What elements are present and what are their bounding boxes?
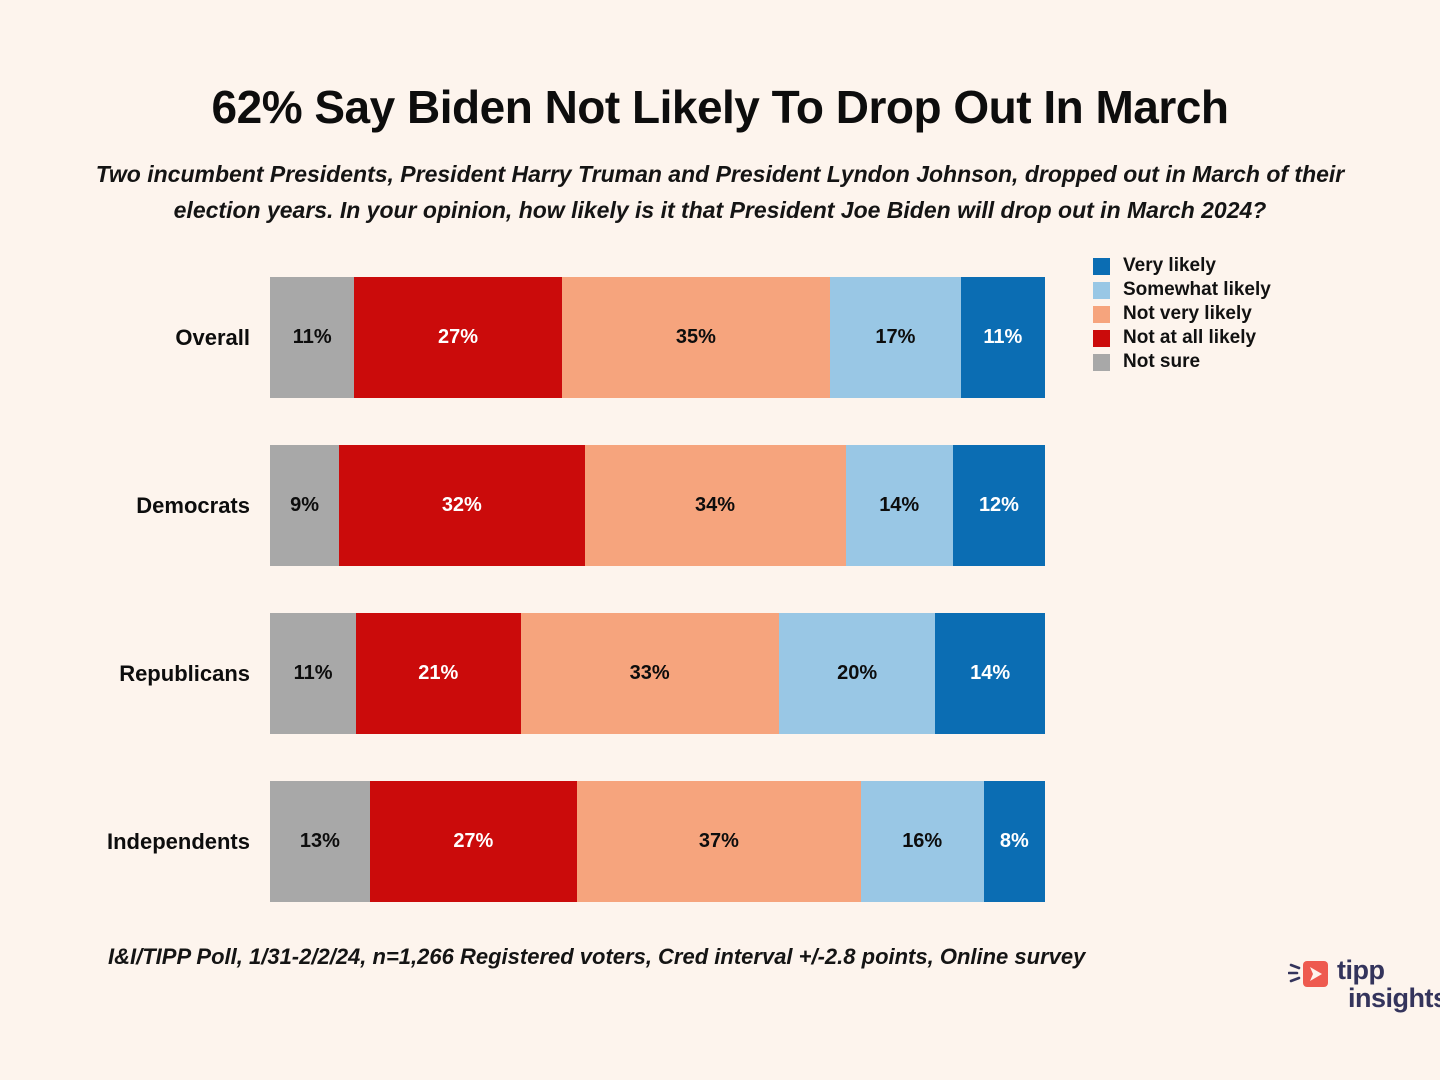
segment-value: 20% [837, 662, 878, 684]
segment-value: 27% [453, 830, 494, 852]
row-label: Independents [106, 828, 250, 854]
bar-segment: 8% [983, 781, 1045, 902]
bar-segment: 9% [270, 445, 340, 566]
chart-row: Democrats 9% 32% 34% 14% 12% [80, 445, 1045, 566]
bar-segment: 12% [952, 445, 1045, 566]
segment-value: 11% [292, 326, 332, 348]
bar-segment: 16% [860, 781, 984, 902]
bar-segment: 32% [339, 445, 585, 566]
bar-segment: 21% [356, 613, 521, 734]
segment-value: 14% [970, 662, 1011, 684]
chart-row: Republicans 11% 21% 33% 20% 14% [80, 613, 1045, 734]
segment-value: 9% [290, 494, 319, 516]
segment-value: 13% [299, 830, 340, 852]
legend-label: Somewhat likely [1123, 279, 1271, 300]
segment-value: 17% [875, 326, 916, 348]
bar-segment: 27% [369, 781, 577, 902]
segment-value: 11% [983, 326, 1023, 348]
legend-item: Not sure [1093, 350, 1271, 374]
legend-swatch-icon [1093, 257, 1110, 275]
stacked-bar: 11% 21% 33% 20% 14% [270, 613, 1045, 734]
chart-row: Overall 11% 27% 35% 17% 11% [80, 277, 1045, 398]
row-label: Republicans [119, 660, 250, 686]
legend-swatch-icon [1093, 353, 1110, 371]
segment-value: 8% [999, 830, 1029, 852]
segment-value: 34% [695, 494, 736, 516]
segment-value: 12% [978, 494, 1019, 516]
legend-item: Not very likely [1093, 302, 1271, 326]
legend-label: Not at all likely [1123, 327, 1257, 348]
legend-label: Not sure [1123, 351, 1201, 372]
segment-value: 11% [293, 662, 333, 684]
row-label: Democrats [136, 492, 250, 518]
bar-segment: 33% [520, 613, 779, 734]
stacked-bar: 11% 27% 35% 17% 11% [270, 277, 1045, 398]
stacked-bar: 13% 27% 37% 16% 8% [270, 781, 1045, 902]
segment-value: 27% [437, 326, 478, 348]
legend-swatch-icon [1093, 329, 1110, 347]
bar-segment: 37% [576, 781, 861, 902]
bar-segment: 34% [584, 445, 846, 566]
segment-value: 33% [629, 662, 670, 684]
logo-line2: insights [1348, 983, 1440, 1013]
poll-question-subtitle: Two incumbent Presidents, President Harr… [95, 161, 1345, 223]
legend-item: Not at all likely [1093, 326, 1271, 350]
legend-label: Very likely [1123, 255, 1216, 276]
legend-swatch-icon [1093, 281, 1110, 299]
legend-item: Very likely [1093, 254, 1271, 278]
bar-segment: 11% [960, 277, 1045, 398]
bar-segment: 17% [830, 277, 961, 398]
segment-value: 14% [879, 494, 920, 516]
bar-segment: 35% [561, 277, 831, 398]
logo-wordmark: tipp insights [1337, 956, 1440, 1012]
stacked-bar: 9% 32% 34% 14% 12% [270, 445, 1045, 566]
bar-segment: 27% [354, 277, 562, 398]
bar-segment: 11% [270, 613, 357, 734]
stacked-bar-chart: Overall 11% 27% 35% 17% 11% Democrats 9% 32% 34% 1… [80, 277, 1045, 949]
chart-legend: Very likely Somewhat likely Not very likel… [1093, 254, 1271, 374]
tipp-insights-logo: tipp insights [1287, 956, 1440, 1012]
tipp-arrow-icon [1287, 958, 1334, 997]
bar-segment: 20% [778, 613, 936, 734]
chart-row: Independents 13% 27% 37% 16% 8% [80, 781, 1045, 902]
logo-line1: tipp [1337, 955, 1385, 985]
bar-segment: 13% [270, 781, 370, 902]
bar-segment: 14% [845, 445, 953, 566]
segment-value: 32% [441, 494, 482, 516]
segment-value: 21% [418, 662, 459, 684]
bar-segment: 11% [270, 277, 355, 398]
bar-segment: 14% [935, 613, 1045, 734]
source-note: I&I/TIPP Poll, 1/31-2/2/24, n=1,266 Regi… [108, 944, 1086, 969]
segment-value: 37% [698, 830, 739, 852]
legend-item: Somewhat likely [1093, 278, 1271, 302]
row-label: Overall [175, 324, 250, 350]
segment-value: 35% [675, 326, 716, 348]
legend-swatch-icon [1093, 305, 1110, 323]
page-title: 62% Say Biden Not Likely To Drop Out In … [211, 81, 1229, 133]
segment-value: 16% [902, 830, 943, 852]
legend-label: Not very likely [1123, 303, 1252, 324]
